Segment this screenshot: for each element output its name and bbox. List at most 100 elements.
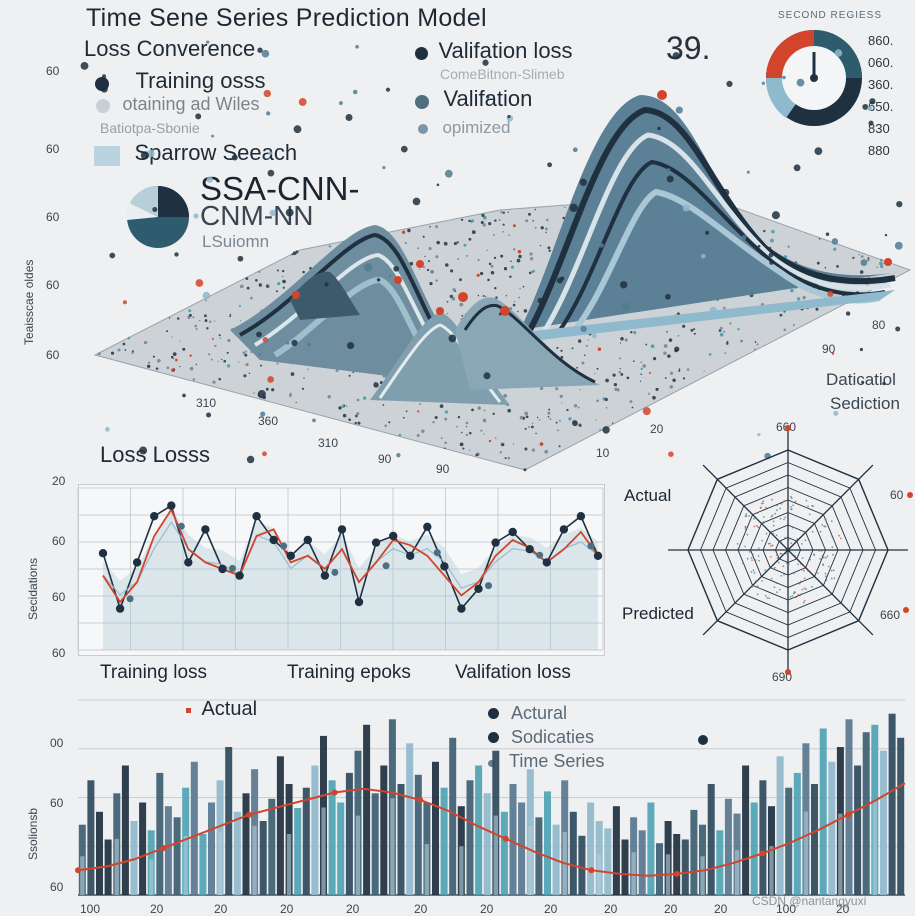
scatter-dot (257, 390, 266, 399)
bar (785, 787, 793, 895)
speckle-dot (652, 395, 656, 400)
speckle-dot (634, 332, 637, 335)
radar-speckle (770, 577, 773, 580)
speckle-dot (445, 263, 449, 267)
speckle-dot (459, 442, 464, 447)
surface-dots (80, 40, 903, 464)
bar (793, 772, 801, 895)
data-point (252, 512, 261, 521)
scatter-dot (771, 211, 780, 220)
speckle-dot (179, 340, 181, 342)
speckle-dot (499, 451, 502, 454)
scatter-dot (262, 337, 269, 343)
speckle-dot (146, 364, 151, 369)
loss-xlabel-validation: Valifation loss (455, 662, 571, 683)
speckle-dot (693, 332, 696, 335)
speckle-dot (867, 258, 870, 262)
speckle-dot (295, 401, 297, 404)
speckle-dot (192, 378, 196, 381)
speckle-dot (301, 387, 305, 390)
scatter-dot (352, 89, 358, 95)
radar-speckle (801, 549, 803, 551)
bar-overlay (252, 825, 257, 895)
speckle-dot (502, 230, 504, 233)
scatter-dot (268, 151, 272, 156)
speckle-dot (388, 421, 391, 424)
speckle-dot (548, 408, 551, 411)
scatter-dot (246, 455, 255, 464)
scatter-dot (139, 446, 148, 455)
speckle-dot (547, 246, 551, 250)
scatter-dot (400, 145, 408, 153)
scatter-dot (193, 213, 199, 219)
speckle-dot (833, 247, 837, 251)
speckle-dot (639, 380, 642, 382)
radar-speckle (751, 559, 753, 561)
radar-speckle (771, 544, 774, 547)
bar-overlay (149, 859, 154, 895)
radar-speckle (830, 569, 833, 572)
speckle-dot (428, 247, 432, 251)
radar-speckle (762, 502, 764, 505)
speckle-dot (173, 368, 176, 371)
speckle-dot (605, 406, 608, 409)
radar-speckle (831, 535, 834, 538)
scatter-dot (741, 234, 747, 241)
speckle-dot (531, 422, 534, 425)
scatter-dot (417, 410, 420, 413)
speckle-dot (267, 284, 270, 287)
speckle-dot (179, 365, 181, 368)
scatter-dot (572, 420, 578, 427)
speckle-dot (402, 416, 405, 419)
bar (380, 765, 388, 895)
speckle-dot (536, 416, 539, 419)
speckle-dot (779, 313, 783, 317)
speckle-dot (239, 320, 242, 322)
speckle-dot (483, 433, 485, 435)
legend-item-validation-loss: Valifation loss (415, 38, 573, 64)
speckle-dot (194, 324, 198, 328)
speckle-dot (243, 374, 247, 378)
speckle-dot (599, 428, 602, 431)
speckle-dot (493, 233, 495, 236)
data-point (576, 512, 586, 521)
speckle-dot (188, 313, 192, 317)
bar-xtick: 20 (346, 902, 360, 916)
bar (716, 830, 724, 896)
surface-xtick: 310 (318, 436, 339, 450)
speckle-dot (475, 453, 479, 457)
radar-speckle (779, 507, 781, 510)
scatter-dot (666, 175, 674, 183)
bar-overlay (218, 831, 223, 895)
loss-panel-title: Loss Losss (100, 442, 211, 467)
bar-overlay (114, 839, 119, 895)
radar-speckle (768, 597, 771, 600)
radar-speckle (840, 537, 842, 540)
speckle-dot (879, 261, 883, 266)
data-point (115, 604, 125, 613)
speckle-dot (457, 415, 461, 419)
speckle-dot (459, 278, 462, 282)
scatter-dot (140, 151, 149, 160)
radar-speckle (819, 530, 822, 533)
speckle-dot (488, 221, 492, 226)
speckle-dot (538, 418, 541, 421)
speckle-dot (182, 347, 186, 351)
speckle-dot (229, 313, 232, 316)
scatter-dot (373, 382, 379, 388)
speckle-dot (450, 269, 454, 273)
bar-overlay (838, 813, 843, 895)
radar-speckle (775, 534, 778, 537)
speckle-dot (576, 366, 578, 369)
speckle-dot (198, 319, 201, 322)
scatter-dot (859, 347, 864, 352)
bar (121, 765, 129, 895)
data-point (126, 595, 134, 603)
bar-grid (78, 699, 905, 896)
bar-overlay (493, 815, 498, 895)
scatter-dot (396, 453, 401, 458)
scatter-dot (895, 326, 901, 332)
speckle-dot (147, 361, 151, 364)
radar-speckle (777, 561, 780, 564)
radar-speckle (811, 585, 813, 588)
